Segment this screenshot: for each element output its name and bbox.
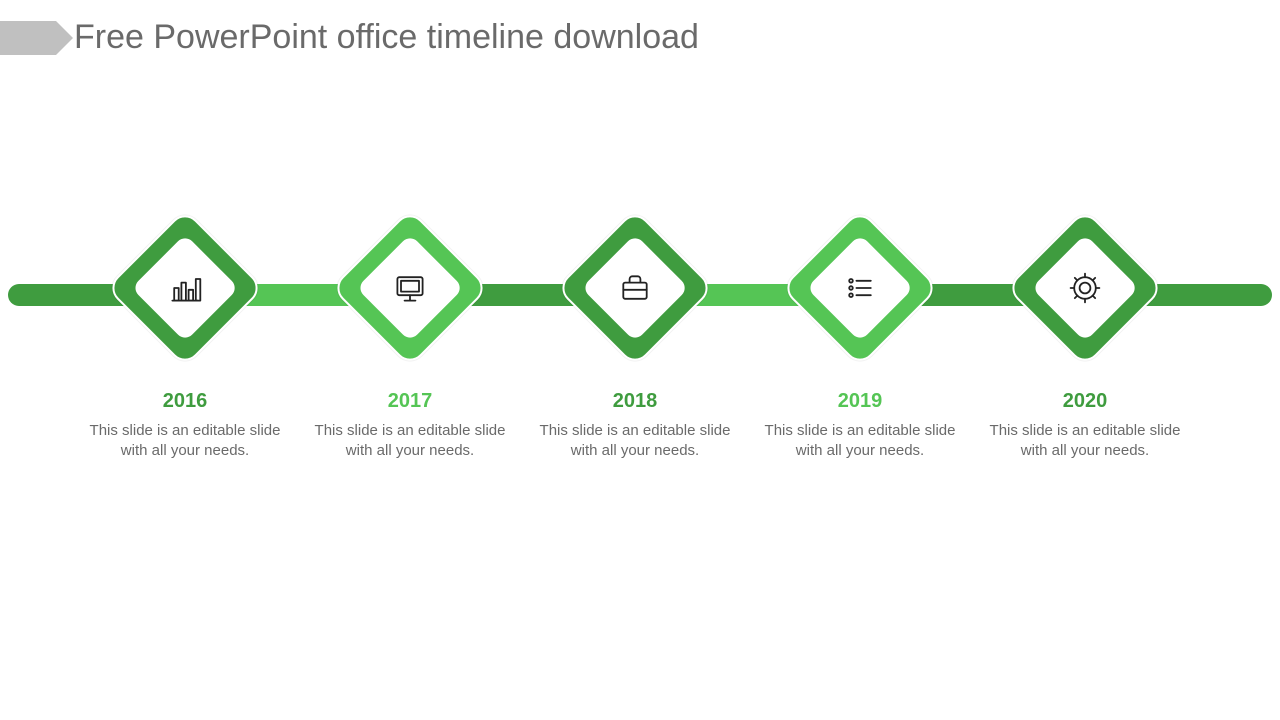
slide-title: Free PowerPoint office timeline download xyxy=(74,18,699,57)
list-icon xyxy=(838,266,882,310)
timeline-label: 2017 This slide is an editable slide with… xyxy=(305,390,515,462)
year-label: 2018 xyxy=(530,390,740,413)
year-description: This slide is an editable slide with all… xyxy=(530,421,740,462)
timeline-label: 2016 This slide is an editable slide with… xyxy=(80,390,290,462)
timeline-label: 2020 This slide is an editable slide with… xyxy=(980,390,1190,462)
bar-chart-icon xyxy=(163,266,207,310)
timeline-node xyxy=(804,232,916,344)
timeline-diamonds xyxy=(0,232,1280,362)
slide-header: Free PowerPoint office timeline download xyxy=(0,0,1280,57)
timeline-node xyxy=(354,232,466,344)
year-label: 2017 xyxy=(305,390,515,413)
timeline-node xyxy=(1029,232,1141,344)
year-description: This slide is an editable slide with all… xyxy=(305,421,515,462)
timeline-node xyxy=(129,232,241,344)
year-label: 2016 xyxy=(80,390,290,413)
year-label: 2019 xyxy=(755,390,965,413)
gear-icon xyxy=(1063,266,1107,310)
timeline-label: 2018 This slide is an editable slide with… xyxy=(530,390,740,462)
timeline-node xyxy=(579,232,691,344)
presentation-icon xyxy=(388,266,432,310)
header-arrow-icon xyxy=(0,21,56,55)
year-description: This slide is an editable slide with all… xyxy=(755,421,965,462)
year-description: This slide is an editable slide with all… xyxy=(80,421,290,462)
timeline-label: 2019 This slide is an editable slide with… xyxy=(755,390,965,462)
year-label: 2020 xyxy=(980,390,1190,413)
briefcase-icon xyxy=(613,266,657,310)
year-description: This slide is an editable slide with all… xyxy=(980,421,1190,462)
